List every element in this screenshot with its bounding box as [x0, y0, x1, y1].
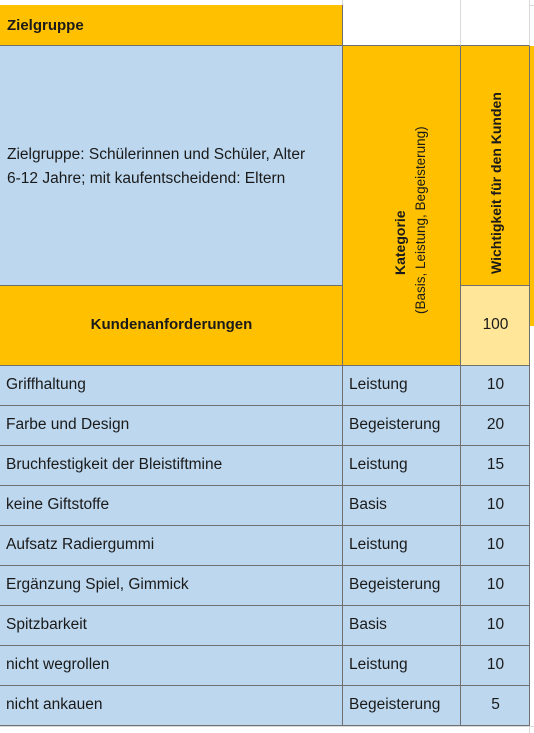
table-cell-category[interactable]: Leistung [343, 366, 461, 406]
table-cell-weight[interactable]: 10 [461, 366, 530, 406]
row-category: Begeisterung [349, 416, 441, 433]
row-requirement: keine Giftstoffe [6, 496, 110, 513]
row-category: Leistung [349, 656, 408, 673]
zielgruppe-description-cell[interactable]: Zielgruppe: Schülerinnen und Schüler, Al… [0, 46, 343, 286]
row-category: Begeisterung [349, 576, 441, 593]
kategorie-header-subtitle: (Basis, Leistung, Begeisterung) [413, 126, 428, 314]
zielgruppe-description-line1: Zielgruppe: Schülerinnen und Schüler, Al… [7, 146, 306, 163]
wichtigkeit-header-cell[interactable]: Wichtigkeit für den Kunden [461, 46, 530, 286]
table-cell-weight[interactable]: 5 [461, 686, 530, 726]
table-cell-category[interactable]: Basis [343, 486, 461, 526]
row-requirement: Griffhaltung [6, 376, 86, 393]
row-weight: 10 [486, 616, 505, 633]
table-cell-requirement[interactable]: nicht wegrollen [0, 646, 343, 686]
table-cell-category[interactable]: Leistung [343, 526, 461, 566]
row-requirement: Spitzbarkeit [6, 616, 87, 633]
row-weight: 10 [486, 536, 505, 553]
table-cell-requirement[interactable]: keine Giftstoffe [0, 486, 343, 526]
total-weight-value: 100 [482, 316, 509, 333]
table-cell-requirement[interactable]: nicht ankauen [0, 686, 343, 726]
zielgruppe-header-cell[interactable]: Zielgruppe [0, 5, 343, 46]
kundenanforderungen-header-label: Kundenanforderungen [90, 316, 253, 333]
table-cell-weight[interactable]: 20 [461, 406, 530, 446]
row-weight: 5 [491, 696, 500, 713]
row-weight: 20 [486, 416, 505, 433]
row-category: Leistung [349, 456, 408, 473]
zielgruppe-description-line2: 6-12 Jahre; mit kaufentscheidend: Eltern [7, 170, 286, 187]
table-cell-weight[interactable]: 15 [461, 446, 530, 486]
row-requirement: Ergänzung Spiel, Gimmick [6, 576, 189, 593]
row-requirement: nicht wegrollen [6, 656, 110, 673]
table-cell-requirement[interactable]: Ergänzung Spiel, Gimmick [0, 566, 343, 606]
row-weight: 10 [486, 576, 505, 593]
row-requirement: Bruchfestigkeit der Bleistiftmine [6, 456, 223, 473]
table-cell-weight[interactable]: 10 [461, 486, 530, 526]
row-weight: 15 [486, 456, 505, 473]
kundenanforderungen-header-cell[interactable]: Kundenanforderungen [0, 286, 343, 366]
row-category: Begeisterung [349, 696, 441, 713]
empty-cell[interactable] [343, 5, 461, 46]
empty-cell[interactable] [461, 5, 530, 46]
wichtigkeit-header-title: Wichtigkeit für den Kunden [488, 92, 504, 274]
table-cell-requirement[interactable]: Spitzbarkeit [0, 606, 343, 646]
table-cell-category[interactable]: Basis [343, 606, 461, 646]
table-cell-weight[interactable]: 10 [461, 606, 530, 646]
row-category: Basis [349, 616, 387, 633]
table-cell-requirement[interactable]: Griffhaltung [0, 366, 343, 406]
table-cell-category[interactable]: Leistung [343, 646, 461, 686]
table-cell-weight[interactable]: 10 [461, 566, 530, 606]
gridline [0, 726, 534, 727]
row-weight: 10 [486, 656, 505, 673]
table-cell-category[interactable]: Leistung [343, 446, 461, 486]
kategorie-header-cell[interactable]: Kategorie (Basis, Leistung, Begeisterung… [343, 46, 461, 366]
table-cell-weight[interactable]: 10 [461, 526, 530, 566]
table-cell-category[interactable]: Begeisterung [343, 686, 461, 726]
row-category: Leistung [349, 536, 408, 553]
row-requirement: nicht ankauen [6, 696, 103, 713]
row-weight: 10 [486, 496, 505, 513]
zielgruppe-header-label: Zielgruppe [7, 17, 84, 34]
table-cell-requirement[interactable]: Aufsatz Radiergummi [0, 526, 343, 566]
total-weight-cell[interactable]: 100 [461, 286, 530, 366]
table-cell-category[interactable]: Begeisterung [343, 406, 461, 446]
row-weight: 10 [486, 376, 505, 393]
table-cell-requirement[interactable]: Farbe und Design [0, 406, 343, 446]
row-category: Basis [349, 496, 387, 513]
kategorie-header-title: Kategorie [392, 210, 408, 275]
header-fill-strip [530, 46, 534, 326]
table-cell-category[interactable]: Begeisterung [343, 566, 461, 606]
table-cell-requirement[interactable]: Bruchfestigkeit der Bleistiftmine [0, 446, 343, 486]
row-requirement: Aufsatz Radiergummi [6, 536, 155, 553]
row-category: Leistung [349, 376, 408, 393]
table-cell-weight[interactable]: 10 [461, 646, 530, 686]
row-requirement: Farbe und Design [6, 416, 130, 433]
